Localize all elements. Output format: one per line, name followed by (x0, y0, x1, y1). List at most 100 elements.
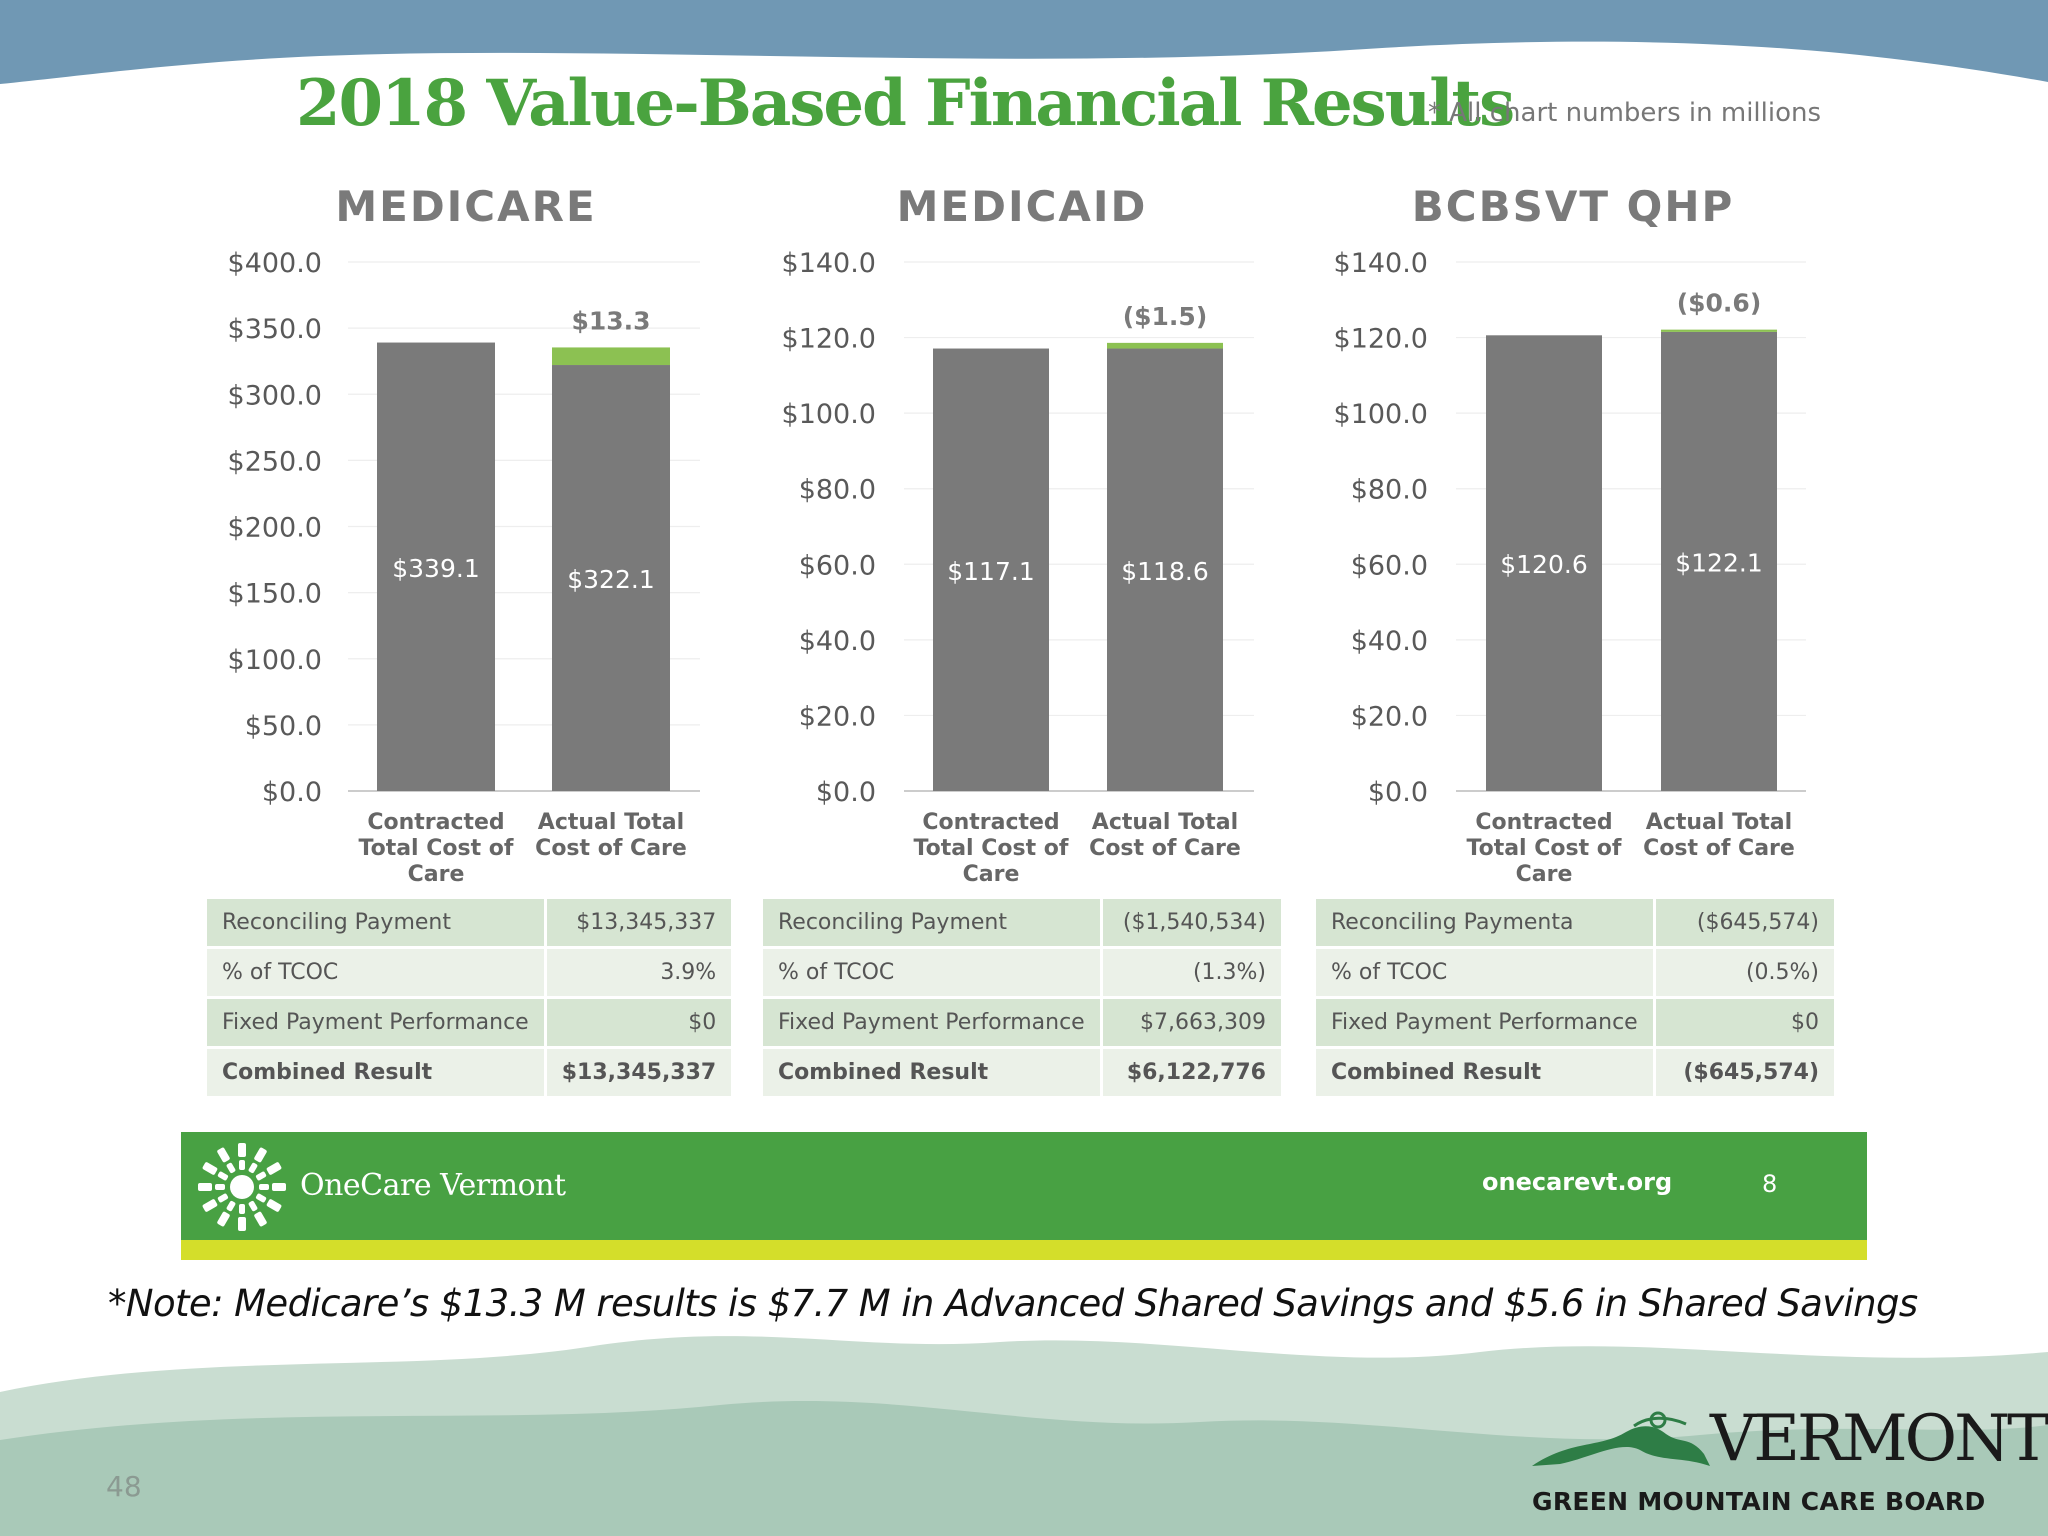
bar-segment-base (1107, 348, 1223, 791)
delta-data-label: ($1.5) (1123, 302, 1208, 331)
y-tick-label: $100.0 (228, 645, 322, 676)
y-tick-label: $50.0 (245, 711, 322, 742)
row-label: Reconciling Payment (207, 899, 544, 946)
bar-data-label: $339.1 (392, 554, 479, 583)
table-row-total: Combined Result $6,122,776 (763, 1049, 1281, 1096)
row-value: (1.3%) (1102, 949, 1281, 996)
y-tick-label: $300.0 (228, 380, 322, 411)
row-value: $0 (1655, 999, 1834, 1046)
bar-segment-base (552, 365, 670, 791)
bar-data-label: $117.1 (947, 557, 1034, 586)
bar-segment-delta (1107, 342, 1223, 349)
table-row-total: Combined Result $13,345,337 (207, 1049, 732, 1096)
x-category-label: Total Cost of (914, 836, 1069, 861)
sky-band (0, 0, 2048, 84)
y-tick-label: $0.0 (816, 777, 876, 808)
y-tick-label: $100.0 (782, 399, 876, 430)
chart-title-bcbsvt-qhp: BCBSVT QHP (1411, 182, 1735, 231)
y-tick-label: $80.0 (799, 475, 876, 506)
y-tick-label: $0.0 (1368, 777, 1428, 808)
x-category-label: Contracted (1475, 810, 1612, 835)
table-row: Fixed Payment Performance $7,663,309 (763, 999, 1281, 1046)
bar-segment-base (933, 348, 1049, 791)
front-hills (0, 1401, 2048, 1536)
table-row-total: Combined Result ($645,574) (1316, 1049, 1834, 1096)
vermont-wordmark: VERMONT (1710, 1402, 2048, 1476)
row-label: Combined Result (1316, 1049, 1653, 1096)
row-value: ($645,574) (1655, 1049, 1834, 1096)
table-row: % of TCOC (0.5%) (1316, 949, 1834, 996)
slide-number: 48 (106, 1470, 142, 1503)
banner-accent-strip (181, 1240, 1867, 1260)
bar-segment-base (377, 342, 495, 791)
delta-data-label: $13.3 (571, 306, 650, 335)
slide-title: 2018 Value-Based Financial Results (296, 66, 1515, 141)
green-mountain-logo-icon (1532, 1411, 1710, 1466)
table-row: % of TCOC 3.9% (207, 949, 732, 996)
onecare-sun-icon (198, 1143, 286, 1231)
table-row: Fixed Payment Performance $0 (1316, 999, 1834, 1046)
x-category-label: Cost of Care (535, 836, 687, 861)
y-tick-label: $200.0 (228, 513, 322, 544)
banner-page-number: 8 (1762, 1170, 1778, 1198)
table-row: % of TCOC (1.3%) (763, 949, 1281, 996)
y-tick-label: $40.0 (1351, 626, 1428, 657)
x-category-label: Contracted (367, 810, 504, 835)
onecare-name: OneCare Vermont (300, 1168, 566, 1203)
y-tick-label: $20.0 (1351, 701, 1428, 732)
y-tick-label: $250.0 (228, 446, 322, 477)
x-category-label: Care (963, 862, 1020, 887)
bar-data-label: $118.6 (1121, 557, 1208, 586)
x-category-label: Actual Total (1092, 810, 1238, 835)
bar-segment-delta (552, 347, 670, 366)
x-category-label: Total Cost of (359, 836, 514, 861)
table-row: Reconciling Payment $13,345,337 (207, 899, 732, 946)
onecare-banner (181, 1132, 1867, 1240)
x-category-label: Care (408, 862, 465, 887)
x-category-label: Contracted (922, 810, 1059, 835)
x-category-label: Total Cost of (1467, 836, 1622, 861)
bar-data-label: $322.1 (567, 565, 654, 594)
row-value: 3.9% (546, 949, 732, 996)
y-tick-label: $80.0 (1351, 475, 1428, 506)
bar-data-label: $120.6 (1500, 550, 1587, 579)
y-tick-label: $0.0 (262, 777, 322, 808)
row-value: $13,345,337 (546, 1049, 732, 1096)
row-label: % of TCOC (207, 949, 544, 996)
bar-segment-base (1661, 331, 1777, 791)
delta-data-label: ($0.6) (1677, 289, 1762, 318)
row-label: Fixed Payment Performance (1316, 999, 1653, 1046)
board-subtitle: GREEN MOUNTAIN CARE BOARD (1532, 1487, 1986, 1516)
table-row: Reconciling Paymenta ($645,574) (1316, 899, 1834, 946)
onecare-url[interactable]: onecarevt.org (1482, 1168, 1673, 1196)
y-tick-label: $60.0 (799, 550, 876, 581)
y-tick-label: $140.0 (1334, 248, 1428, 279)
bar-data-label: $122.1 (1675, 548, 1762, 577)
y-tick-label: $120.0 (1334, 324, 1428, 355)
footnote: *Note: Medicare’s $13.3 M results is $7.… (108, 1282, 1918, 1325)
row-value: $13,345,337 (546, 899, 732, 946)
results-table-bcbsvt-qhp: Reconciling Paymenta ($645,574) % of TCOC… (1313, 896, 1837, 1099)
row-label: Combined Result (763, 1049, 1100, 1096)
y-tick-label: $150.0 (228, 579, 322, 610)
row-label: Fixed Payment Performance (763, 999, 1100, 1046)
row-label: % of TCOC (1316, 949, 1653, 996)
chart-title-medicaid: MEDICAID (896, 182, 1148, 231)
row-value: ($1,540,534) (1102, 899, 1281, 946)
chart-title-medicare: MEDICARE (335, 182, 597, 231)
row-value: $0 (546, 999, 732, 1046)
x-category-label: Cost of Care (1089, 836, 1241, 861)
slide-subtitle: * All chart numbers in millions (1428, 98, 1822, 128)
row-label: Combined Result (207, 1049, 544, 1096)
x-category-label: Care (1516, 862, 1573, 887)
table-row: Reconciling Payment ($1,540,534) (763, 899, 1281, 946)
y-tick-label: $40.0 (799, 626, 876, 657)
row-label: Fixed Payment Performance (207, 999, 544, 1046)
row-label: % of TCOC (763, 949, 1100, 996)
row-value: $6,122,776 (1102, 1049, 1281, 1096)
